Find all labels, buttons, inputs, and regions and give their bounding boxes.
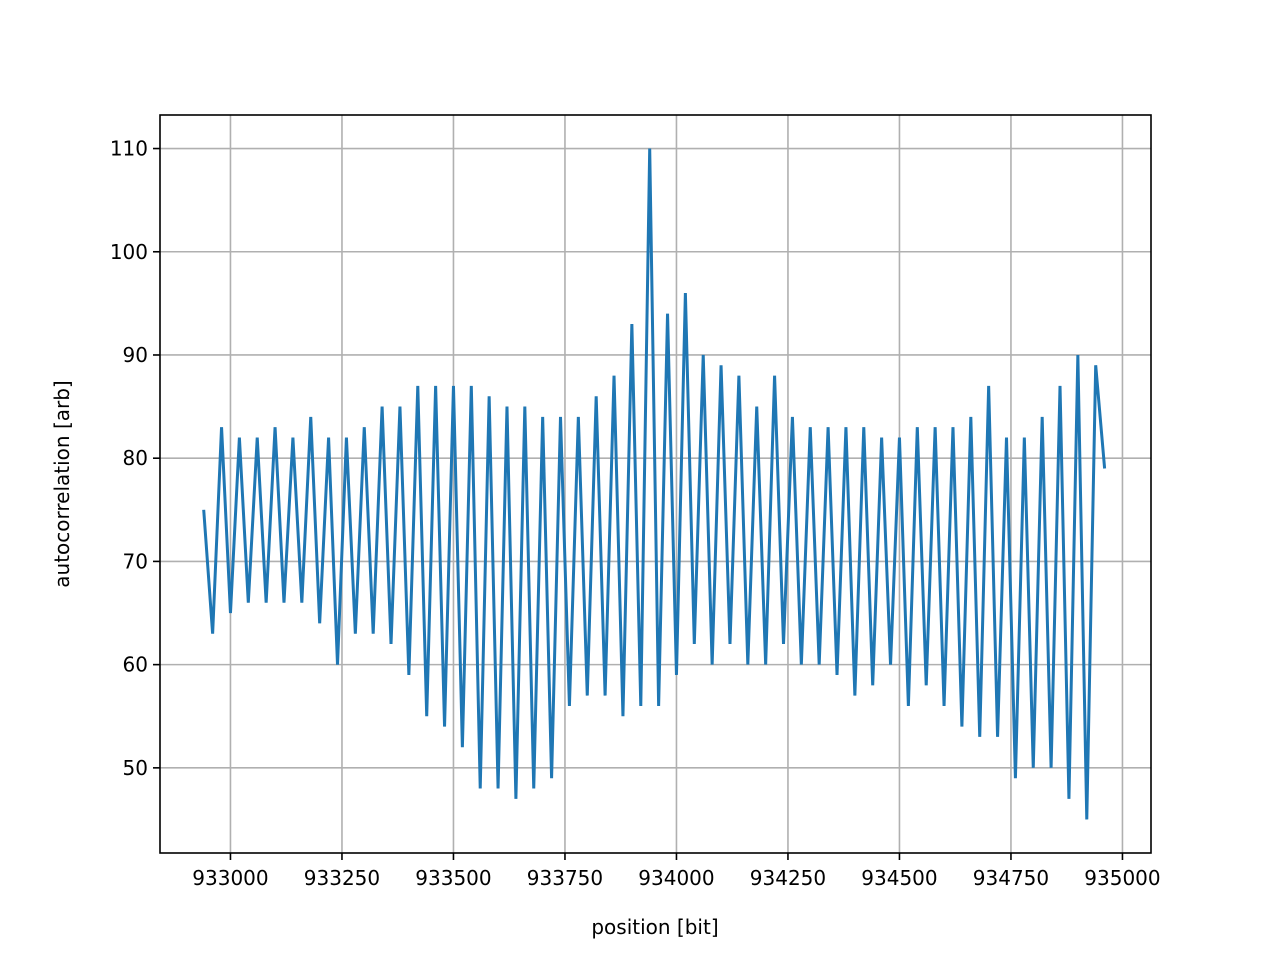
x-tick-label: 933500 (415, 866, 491, 890)
x-tick-label: 933000 (192, 866, 268, 890)
data-line (202, 148, 1107, 820)
y-tick-label: 100 (110, 240, 148, 264)
y-tick-label: 80 (123, 446, 148, 470)
y-axis-label: autocorrelation [arb] (50, 380, 74, 587)
x-tick-label: 934250 (750, 866, 826, 890)
x-tick-label: 935000 (1084, 866, 1160, 890)
y-tick-label: 110 (110, 137, 148, 161)
y-tick-label: 70 (123, 549, 148, 573)
x-tick-label: 933250 (304, 866, 380, 890)
x-axis-label: position [bit] (591, 915, 718, 939)
x-tick-label: 934750 (973, 866, 1049, 890)
x-tick-label: 934500 (861, 866, 937, 890)
x-tick-label: 934000 (638, 866, 714, 890)
x-tick-label: 933750 (527, 866, 603, 890)
y-tick-label: 50 (123, 756, 148, 780)
y-tick-label: 90 (123, 343, 148, 367)
plot-frame (159, 114, 1152, 854)
y-tick-label: 60 (123, 653, 148, 677)
